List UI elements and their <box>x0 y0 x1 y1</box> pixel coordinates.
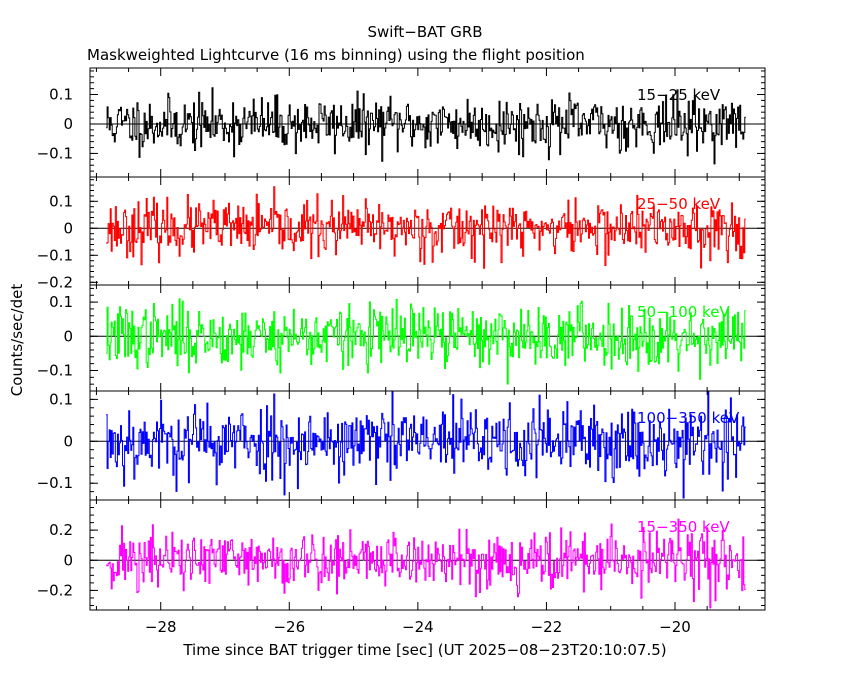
x-tick-label: −28 <box>145 618 177 636</box>
y-tick-label: −0.2 <box>37 273 73 291</box>
panels: −0.100.1 15−25 keV−0.2−0.100.1 25−50 keV−0… <box>37 67 766 611</box>
x-tick-label: −26 <box>273 618 305 636</box>
panel-50-100-kev: −0.1 0 0.1 50−100 keV <box>37 284 766 392</box>
band-label: 15−350 keV <box>637 518 730 536</box>
x-axis-label: Time since BAT trigger time [sec] (UT 20… <box>182 641 666 659</box>
y-tick-label: 0 <box>63 327 73 345</box>
x-tick-label: −22 <box>531 618 563 636</box>
band-label: 100−350 keV <box>637 409 740 427</box>
y-tick-label: 0 <box>63 219 73 237</box>
y-axis-label: Counts/sec/det <box>8 284 26 397</box>
x-axis: −28 −26 −24 −22 −20 <box>145 618 691 636</box>
y-tick-label: −0.1 <box>37 144 73 162</box>
y-tick-label: 0.1 <box>49 86 73 104</box>
band-label: 15−25 keV <box>637 86 721 104</box>
y-tick-label: 0 <box>63 115 73 133</box>
x-tick-label: −20 <box>659 618 691 636</box>
series-line <box>106 186 746 269</box>
panel-25-50-kev: −0.2 −0.1 0 0.1 25−50 keV <box>37 176 766 291</box>
y-tick-label: 0 <box>63 432 73 450</box>
y-tick-label: −0.1 <box>37 246 73 264</box>
y-tick-label: 0.2 <box>49 521 73 539</box>
y-tick-label: −0.1 <box>37 361 73 379</box>
panel-15-350-kev: −0.2 0 0.2 15−350 keV <box>37 499 766 611</box>
y-tick-label: 0.1 <box>49 192 73 210</box>
panel-frame <box>89 499 766 611</box>
chart-title: Swift−BAT GRB <box>367 23 482 41</box>
panel-15-25-kev: −0.1 0 0.1 15−25 keV <box>37 67 766 178</box>
x-tick-label: −24 <box>402 618 434 636</box>
band-label: 50−100 keV <box>637 303 730 321</box>
y-tick-label: −0.2 <box>37 581 73 599</box>
y-tick-label: 0 <box>63 551 73 569</box>
panel-100-350-kev: −0.1 0 0.1 100−350 keV <box>37 390 766 501</box>
y-tick-label: −0.1 <box>37 474 73 492</box>
y-tick-label: 0.1 <box>49 293 73 311</box>
series-line <box>106 518 746 609</box>
y-tick-label: 0.1 <box>49 390 73 408</box>
series-line <box>106 87 746 165</box>
band-label: 25−50 keV <box>637 195 721 213</box>
series-line <box>106 391 746 499</box>
chart-subtitle: Maskweighted Lightcurve (16 ms binning) … <box>87 46 585 64</box>
series-line <box>106 298 746 385</box>
